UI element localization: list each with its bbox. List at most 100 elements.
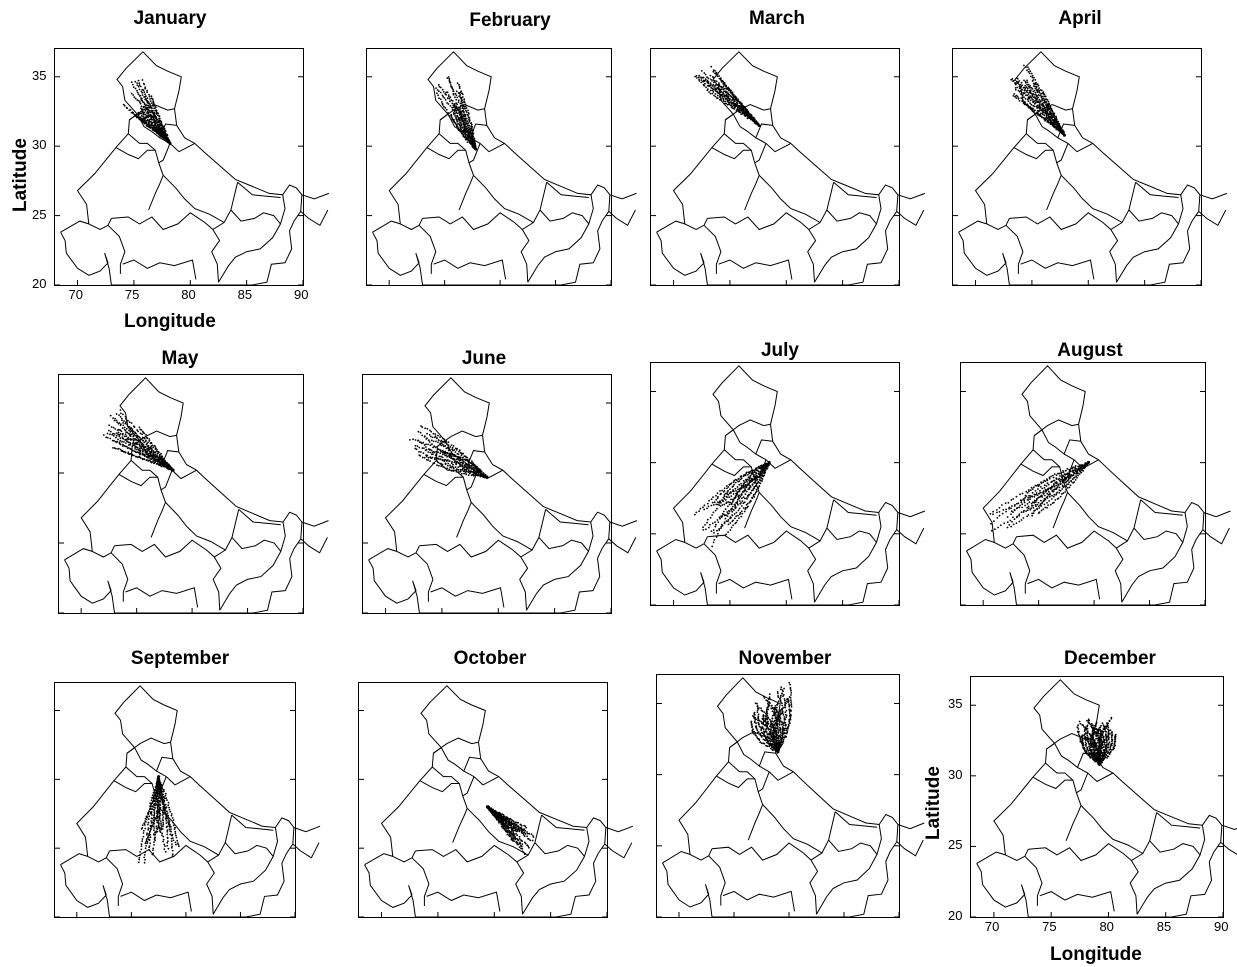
- trajectory-point: [1016, 86, 1019, 89]
- trajectory-point: [730, 106, 733, 109]
- trajectory-point: [1061, 475, 1063, 477]
- trajectory-point: [158, 791, 160, 794]
- trajectory-point: [1057, 128, 1059, 131]
- trajectory-point: [512, 837, 515, 839]
- trajectory-point: [146, 89, 148, 92]
- trajectory-point: [435, 450, 437, 453]
- trajectory-point: [138, 444, 141, 447]
- trajectory-point: [156, 830, 159, 833]
- trajectory-point: [702, 80, 704, 83]
- trajectory-point: [146, 110, 149, 112]
- trajectory-point: [459, 451, 462, 454]
- trajectory-point: [161, 825, 163, 828]
- trajectory-point: [433, 445, 436, 448]
- trajectory-point: [113, 419, 116, 422]
- trajectory-point: [1026, 69, 1028, 72]
- trajectory-point: [117, 448, 119, 450]
- trajectory-point: [740, 113, 743, 115]
- trajectory-point: [720, 515, 722, 517]
- trajectory-point: [1025, 94, 1027, 97]
- trajectory-point: [124, 415, 127, 418]
- trajectory-point: [425, 446, 427, 448]
- trajectory-point: [1039, 486, 1042, 488]
- trajectory-point: [744, 113, 747, 115]
- state-boundary: [711, 463, 752, 477]
- trajectory-point: [432, 451, 435, 453]
- trajectory-point: [468, 116, 470, 119]
- trajectory-point: [1039, 112, 1042, 115]
- trajectory-point: [715, 503, 718, 506]
- trajectory-point: [136, 82, 138, 84]
- trajectory-point: [432, 432, 435, 435]
- trajectory-point: [161, 834, 163, 837]
- trajectory-point: [168, 828, 171, 831]
- trajectory-point: [1032, 85, 1035, 87]
- state-boundary: [206, 861, 215, 915]
- trajectory-point: [467, 132, 470, 135]
- trajectory-point: [754, 122, 757, 125]
- trajectory-point: [131, 445, 134, 448]
- panel-title: October: [453, 648, 527, 669]
- trajectory-point: [767, 463, 770, 466]
- trajectory-point: [151, 448, 153, 451]
- state-boundary: [415, 552, 434, 602]
- trajectory-point: [146, 841, 149, 843]
- country-outline: [64, 377, 303, 614]
- trajectory-point: [725, 492, 728, 495]
- trajectory-point: [728, 103, 731, 106]
- trajectory-point: [1059, 475, 1061, 477]
- trajectory-point: [757, 472, 760, 475]
- trajectory-point: [740, 515, 743, 518]
- trajectory-point: [166, 833, 169, 836]
- trajectory-point: [156, 452, 159, 455]
- trajectory-point: [458, 459, 461, 462]
- trajectory-point: [162, 835, 165, 838]
- map-canvas: [367, 51, 637, 286]
- state-boundary: [545, 509, 589, 526]
- trajectory-point: [142, 112, 144, 114]
- trajectory-point: [446, 460, 448, 462]
- trajectory-point: [1052, 115, 1055, 118]
- trajectory-point: [164, 794, 167, 797]
- trajectory-point: [1048, 102, 1050, 105]
- trajectory-point: [1040, 115, 1042, 118]
- trajectory-point: [123, 104, 126, 107]
- trajectory-point: [1026, 98, 1029, 101]
- trajectory-point: [1027, 100, 1030, 103]
- state-boundary: [584, 827, 590, 857]
- trajectory-point: [731, 99, 734, 101]
- trajectory-point: [175, 834, 177, 837]
- trajectory-point: [723, 522, 726, 525]
- trajectory-point: [157, 121, 160, 124]
- trajectory-point: [448, 448, 451, 451]
- trajectory-point: [1022, 92, 1024, 94]
- trajectory-point: [140, 845, 143, 847]
- trajectory-point: [151, 808, 154, 810]
- state-boundary: [415, 844, 529, 863]
- state-boundary: [896, 527, 925, 545]
- trajectory-point: [722, 500, 725, 503]
- trajectory-point: [446, 102, 448, 104]
- trajectory-point: [727, 486, 730, 488]
- trajectory-point: [144, 842, 147, 845]
- trajectory-point: [463, 119, 466, 122]
- trajectory-point: [1031, 488, 1034, 490]
- trajectory-point: [720, 94, 723, 97]
- trajectory-point: [423, 435, 426, 438]
- trajectory-point: [124, 439, 127, 441]
- trajectory-point: [1037, 496, 1040, 499]
- trajectory-point: [139, 428, 142, 431]
- trajectory-point: [159, 808, 161, 811]
- trajectory-point: [1018, 85, 1021, 88]
- trajectory-point: [131, 83, 134, 86]
- trajectory-point: [1041, 98, 1044, 100]
- trajectory-point: [1006, 521, 1009, 524]
- trajectory-point: [726, 103, 729, 106]
- trajectory-point: [464, 103, 467, 106]
- trajectory-point: [175, 843, 177, 846]
- state-boundary: [1034, 113, 1075, 139]
- trajectory-point: [125, 418, 127, 420]
- trajectory-point: [139, 85, 142, 88]
- trajectory-point: [430, 430, 433, 433]
- trajectory-point: [464, 107, 466, 110]
